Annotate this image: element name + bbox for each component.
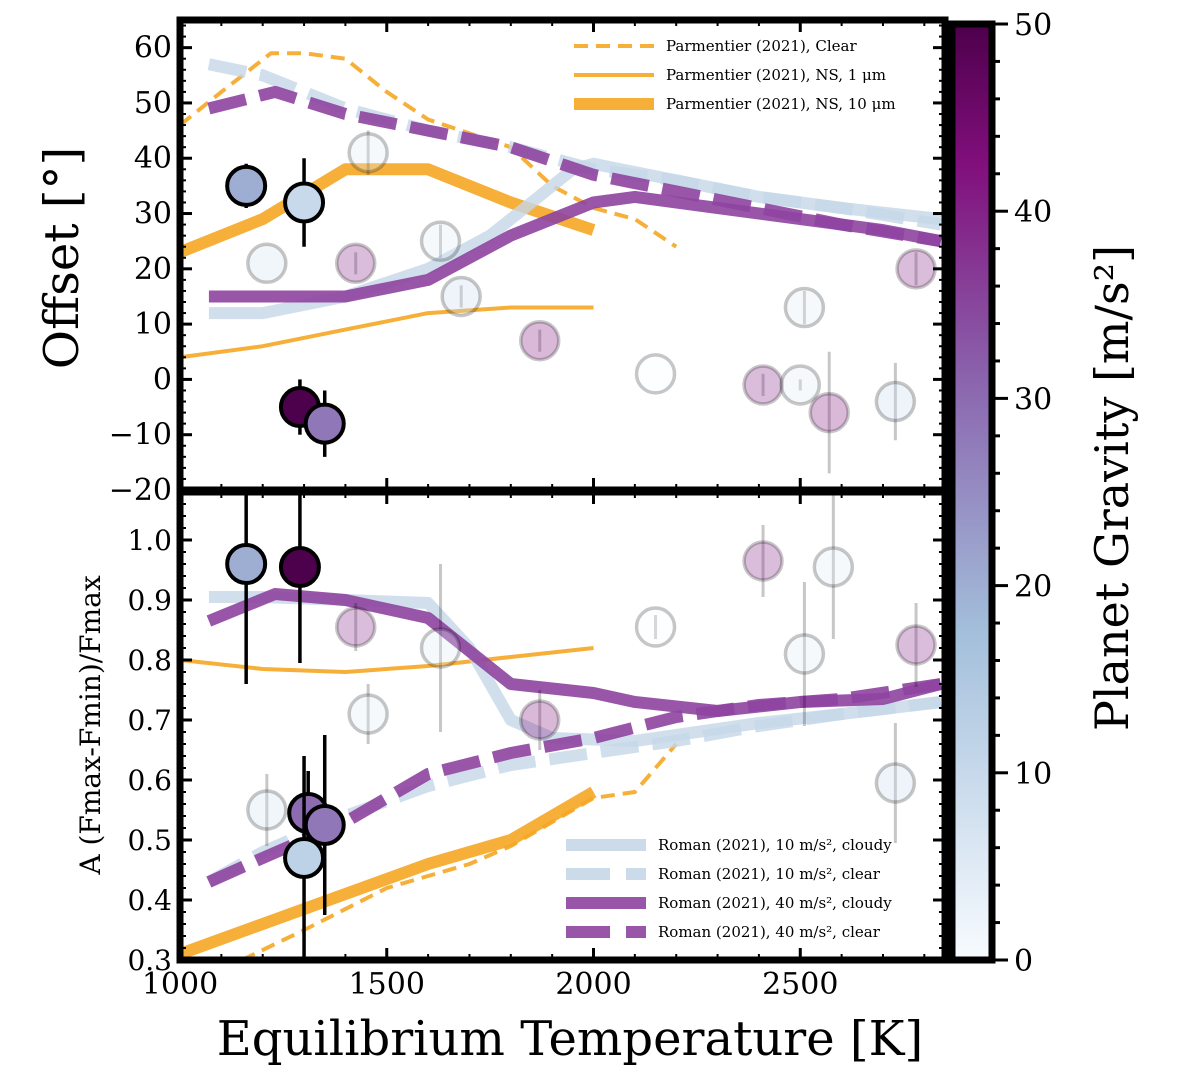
top-faded-point-1: [347, 131, 389, 174]
top-y-tick-label-4: 20: [134, 252, 172, 287]
top-data-point-0: [225, 164, 268, 207]
bottom-data-point-4: [283, 837, 326, 879]
top-faded-point-2: [334, 242, 377, 285]
bottom-y-axis-label: A (Fmax-Fmin)/Fmax: [74, 575, 107, 875]
bottom-model-line-2: [180, 786, 597, 960]
bottom-faded-point-3: [419, 627, 462, 669]
bottom-faded-point-10: [895, 624, 937, 666]
top-faded-point-10: [808, 391, 850, 434]
bottom-faded-point-4: [519, 699, 561, 741]
top-faded-point-5: [519, 319, 561, 362]
top-y-tick-label-6: 0: [153, 362, 172, 397]
bottom-faded-point-9: [874, 762, 917, 804]
top-model-line-4: [207, 58, 942, 231]
top-y-tick-label-7: −10: [109, 418, 172, 453]
top-faded-point-6: [634, 353, 677, 395]
colorbar-tick-label-5: 50: [1014, 8, 1052, 43]
x-tick-label-1: 1500: [349, 967, 425, 1002]
top-data-point-3: [303, 402, 346, 445]
bottom-model-line-1: [180, 646, 594, 674]
top-y-tick-label-0: 60: [134, 31, 172, 66]
top-y-tick-label-2: 40: [134, 141, 172, 176]
top-y-tick-label-1: 50: [134, 86, 172, 121]
bottom-y-tick-label-3: 0.7: [127, 704, 172, 737]
bottom-legend-label-2: Roman (2021), 40 m/s², cloudy: [658, 894, 892, 912]
colorbar: [948, 20, 996, 964]
bottom-panel-frame: [176, 488, 949, 964]
bottom-faded-point-2: [334, 606, 377, 648]
bottom-faded-point-5: [634, 606, 677, 648]
x-tick-label-0: 1000: [142, 967, 218, 1002]
colorbar-tick-label-0: 0: [1014, 944, 1033, 979]
top-y-tick-label-8: −20: [109, 473, 172, 508]
bottom-faded-point-1: [347, 693, 389, 735]
top-faded-point-3: [419, 220, 462, 262]
top-faded-point-7: [742, 364, 784, 406]
bottom-y-tick-label-5: 0.5: [127, 824, 172, 857]
bottom-y-tick-label-1: 0.9: [127, 584, 172, 617]
bottom-model-line-5: [206, 588, 943, 717]
colorbar-tick-label-2: 20: [1014, 570, 1052, 605]
top-faded-point-12: [895, 248, 937, 290]
colorbar-tick-label-1: 10: [1014, 757, 1052, 792]
top-faded-point-8: [779, 364, 822, 406]
top-faded-point-9: [783, 286, 826, 329]
top-model-line-6: [207, 85, 942, 248]
top-faded-point-11: [874, 380, 917, 423]
top-y-tick-label-3: 30: [134, 197, 172, 232]
bottom-faded-point-7: [783, 633, 826, 675]
bottom-data-point-0: [225, 543, 268, 585]
top-legend-label-1: Parmentier (2021), NS, 1 μm: [666, 66, 886, 84]
top-y-axis-label: Offset [°]: [34, 147, 90, 370]
bottom-y-tick-label-6: 0.4: [127, 884, 172, 917]
top-legend-label-0: Parmentier (2021), Clear: [666, 37, 857, 55]
bottom-y-tick-label-4: 0.6: [127, 764, 172, 797]
x-tick-label-2: 2000: [555, 967, 631, 1002]
top-legend-label-2: Parmentier (2021), NS, 10 μm: [666, 95, 896, 113]
top-y-tick-label-5: 10: [134, 307, 172, 342]
top-model-line-1: [180, 305, 594, 360]
bottom-faded-point-6: [742, 540, 784, 582]
bottom-y-tick-label-0: 1.0: [127, 524, 172, 557]
colorbar-tick-label-4: 40: [1014, 195, 1052, 230]
bottom-legend-label-3: Roman (2021), 40 m/s², clear: [658, 923, 881, 941]
bottom-legend-label-1: Roman (2021), 10 m/s², clear: [658, 865, 881, 883]
bottom-y-tick-label-7: 0.3: [127, 944, 172, 977]
bottom-faded-point-8: [812, 546, 855, 588]
bottom-data-point-1: [278, 546, 321, 588]
bottom-data-point-3: [303, 804, 346, 846]
top-faded-point-0: [246, 242, 288, 285]
bottom-y-tick-label-2: 0.8: [127, 644, 172, 677]
bottom-legend-label-0: Roman (2021), 10 m/s², cloudy: [658, 836, 892, 854]
bottom-faded-point-0: [246, 789, 288, 831]
colorbar-tick-label-3: 30: [1014, 382, 1052, 417]
x-axis-label: Equilibrium Temperature [K]: [217, 1011, 923, 1067]
top-faded-point-4: [440, 275, 482, 318]
top-data-point-1: [283, 181, 326, 224]
colorbar-label: Planet Gravity [m/s²]: [1085, 245, 1139, 731]
x-tick-label-3: 2500: [762, 967, 838, 1002]
top-model-line-0: [180, 51, 678, 249]
